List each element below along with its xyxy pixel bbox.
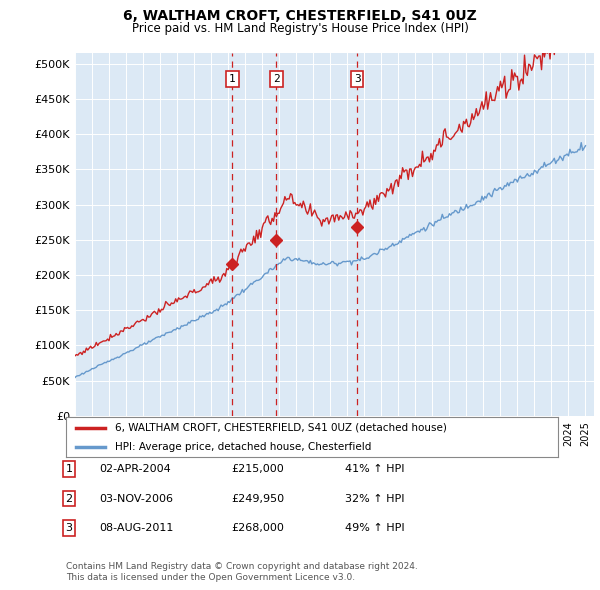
Text: 03-NOV-2006: 03-NOV-2006	[99, 494, 173, 503]
Text: £249,950: £249,950	[231, 494, 284, 503]
Text: 6, WALTHAM CROFT, CHESTERFIELD, S41 0UZ: 6, WALTHAM CROFT, CHESTERFIELD, S41 0UZ	[123, 9, 477, 23]
Text: 41% ↑ HPI: 41% ↑ HPI	[345, 464, 404, 474]
Text: 32% ↑ HPI: 32% ↑ HPI	[345, 494, 404, 503]
Text: 6, WALTHAM CROFT, CHESTERFIELD, S41 0UZ (detached house): 6, WALTHAM CROFT, CHESTERFIELD, S41 0UZ …	[115, 423, 447, 433]
Text: £268,000: £268,000	[231, 523, 284, 533]
Text: 2: 2	[65, 494, 73, 503]
Text: Price paid vs. HM Land Registry's House Price Index (HPI): Price paid vs. HM Land Registry's House …	[131, 22, 469, 35]
Text: Contains HM Land Registry data © Crown copyright and database right 2024.: Contains HM Land Registry data © Crown c…	[66, 562, 418, 571]
Text: 02-APR-2004: 02-APR-2004	[99, 464, 171, 474]
Text: This data is licensed under the Open Government Licence v3.0.: This data is licensed under the Open Gov…	[66, 572, 355, 582]
Text: 3: 3	[65, 523, 73, 533]
Text: 49% ↑ HPI: 49% ↑ HPI	[345, 523, 404, 533]
Text: 3: 3	[354, 74, 361, 84]
Text: 1: 1	[229, 74, 236, 84]
Text: 2: 2	[273, 74, 280, 84]
Text: 08-AUG-2011: 08-AUG-2011	[99, 523, 173, 533]
Text: 1: 1	[65, 464, 73, 474]
Text: HPI: Average price, detached house, Chesterfield: HPI: Average price, detached house, Ches…	[115, 442, 371, 452]
Text: £215,000: £215,000	[231, 464, 284, 474]
